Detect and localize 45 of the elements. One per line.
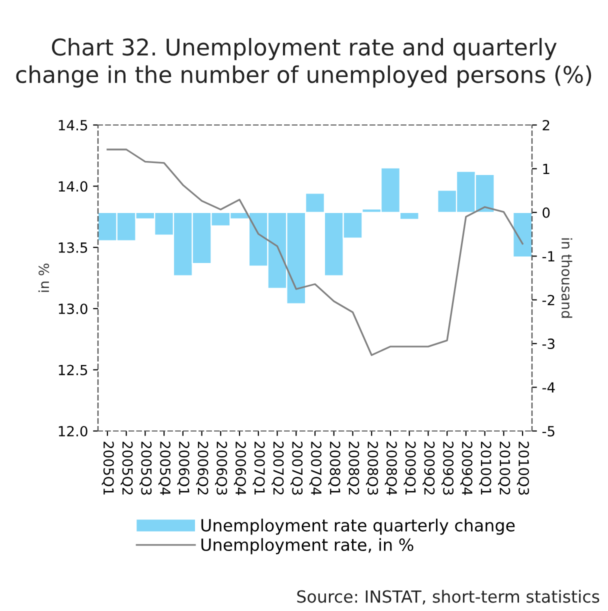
bar <box>512 212 532 258</box>
source-note: Source: INSTAT, short-term statistics <box>297 590 600 605</box>
line-series <box>106 148 524 356</box>
y2-tick-label: -2 <box>542 294 554 306</box>
x-tick-label: 2010Q2 <box>498 442 510 494</box>
y-tick-label: 12.5 <box>58 364 88 376</box>
x-tick-label: 2007Q2 <box>272 442 284 494</box>
x-tick-label: 2005Q4 <box>158 442 171 496</box>
x-tick-label: 2007Q4 <box>309 442 322 496</box>
x-tick-label: 2005Q3 <box>140 442 152 495</box>
x-tick-label: 2006Q3 <box>215 442 228 495</box>
y-tick-label: 12.0 <box>58 426 88 436</box>
x-tick-label: 2008Q4 <box>384 442 397 496</box>
x-tick-label: 2006Q2 <box>196 442 208 494</box>
x-tick-label: 2005Q2 <box>120 442 133 494</box>
y2-tick-label: -1 <box>542 251 554 262</box>
legend-label: Unemployment rate, in % <box>201 538 414 554</box>
x-tick-label: 2010Q3 <box>516 442 530 495</box>
x-tick-label: 2005Q1 <box>102 442 114 495</box>
y2-tick-label: 0 <box>542 207 550 218</box>
chart-title: Chart 32. Unemployment rate and quarterly change in the number of unemployed persons (%) <box>16 38 592 88</box>
x-tick-label: 2006Q1 <box>177 442 190 495</box>
x-tick-label: 2007Q3 <box>290 442 303 495</box>
x-tick-label: 2009Q3 <box>441 442 454 495</box>
x-tick-label: 2008Q2 <box>347 442 360 494</box>
y-axis-title: in % <box>38 264 50 292</box>
y2-tick-label: 1 <box>543 164 550 174</box>
x-tick-label: 2006Q4 <box>234 442 246 496</box>
x-tick-label: 2008Q1 <box>328 442 340 495</box>
y2-tick-label: -3 <box>542 338 554 350</box>
y2-axis-title: in thousand <box>561 238 572 318</box>
y-tick-label: 13.5 <box>58 242 88 253</box>
y2-tick-label: -5 <box>542 426 554 436</box>
y-tick-label: 14.0 <box>58 181 88 192</box>
y-tick-label: 14.5 <box>58 120 88 130</box>
x-tick-label: 2010Q1 <box>479 442 492 495</box>
y-tick-label: 13.0 <box>58 304 88 314</box>
x-tick-label: 2007Q1 <box>252 442 265 495</box>
legend-label: Unemployment rate quarterly change <box>201 518 515 535</box>
y2-tick-label: 2 <box>542 120 550 130</box>
x-tick-label: 2009Q1 <box>404 442 416 495</box>
y2-tick-label: -4 <box>542 382 555 393</box>
x-tick-label: 2009Q2 <box>422 442 435 494</box>
x-tick-label: 2009Q4 <box>460 442 472 496</box>
x-tick-label: 2008Q3 <box>366 442 378 495</box>
